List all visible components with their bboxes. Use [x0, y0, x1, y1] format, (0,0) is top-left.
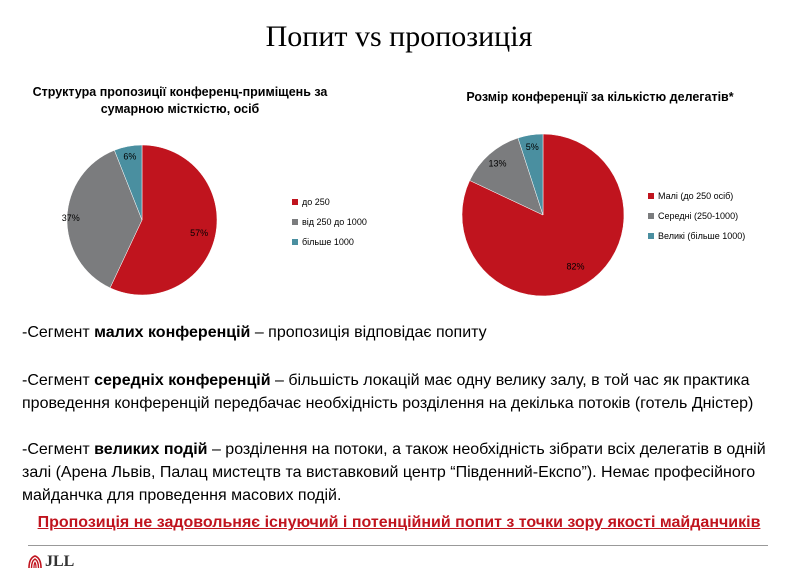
slice-value-label: 5% [526, 142, 539, 152]
para-rest: – розділення на потоки, а також необхідн… [22, 441, 766, 504]
slice-value-label: 13% [488, 158, 506, 168]
slice-value-label: 6% [123, 152, 136, 162]
para-rest: – більшість локацій має одну велику залу… [22, 372, 754, 412]
legend-item: більше 1000 [292, 236, 367, 248]
legend-supply: до 250 від 250 до 1000 більше 1000 [292, 196, 367, 256]
logo-swirl-icon [28, 555, 42, 568]
para-prefix: -Сегмент [22, 324, 95, 341]
legend-item: до 250 [292, 196, 367, 208]
para-rest: – пропозиція відповідає попиту [250, 324, 487, 341]
pie-slice [66, 149, 143, 289]
legend-demand: Малі (до 250 осіб) Середні (250-1000) Вели… [648, 190, 745, 250]
slice-value-label: 82% [567, 261, 585, 271]
slice-value-label: 57% [190, 228, 208, 238]
company-logo: JLL [28, 554, 74, 568]
paragraph-medium-conferences: -Сегмент середніх конференцій – більшіст… [22, 369, 792, 415]
footer-divider [28, 545, 768, 546]
legend-item: Середні (250-1000) [648, 210, 745, 222]
para-bold: малих конференцій [94, 324, 251, 341]
legend-item: Великі (більше 1000) [648, 230, 745, 242]
legend-swatch [292, 199, 298, 205]
logo-text: JLL [45, 554, 75, 568]
legend-swatch [648, 193, 654, 199]
pie-chart-supply: 57% 37% 6% [62, 144, 218, 296]
legend-label: Малі (до 250 осіб) [658, 191, 734, 201]
legend-label: від 250 до 1000 [302, 217, 367, 227]
chart-title-demand: Розмір конференції за кількістю делегаті… [466, 90, 734, 104]
legend-swatch [648, 233, 654, 239]
paragraph-large-events: -Сегмент великих подій – розділення на п… [22, 438, 792, 507]
chart-title-supply: Структура пропозиції конференц-приміщень… [32, 85, 328, 116]
para-prefix: -Сегмент [22, 441, 95, 458]
paragraph-small-conferences: -Сегмент малих конференцій – пропозиція … [22, 321, 792, 344]
legend-swatch [648, 213, 654, 219]
legend-label: більше 1000 [302, 237, 354, 247]
pie-slice [469, 137, 544, 216]
pie-slice [517, 133, 544, 216]
para-bold: великих подій [94, 441, 208, 458]
legend-item: від 250 до 1000 [292, 216, 367, 228]
para-bold: середніх конференцій [94, 372, 271, 389]
pie-chart-demand: 82% 13% 5% [461, 133, 625, 297]
legend-item: Малі (до 250 осіб) [648, 190, 745, 202]
slice-value-label: 37% [62, 213, 80, 223]
legend-swatch [292, 219, 298, 225]
pie-slice [109, 144, 218, 296]
legend-swatch [292, 239, 298, 245]
para-prefix: -Сегмент [22, 372, 95, 389]
legend-label: до 250 [302, 197, 330, 207]
slide-title: Попит vs пропозиція [265, 20, 533, 53]
legend-label: Великі (більше 1000) [658, 231, 746, 241]
legend-label: Середні (250-1000) [658, 211, 739, 221]
pie-slice [114, 144, 143, 221]
conclusion-text: Пропозиція не задовольняє існуючий і пот… [37, 514, 761, 531]
